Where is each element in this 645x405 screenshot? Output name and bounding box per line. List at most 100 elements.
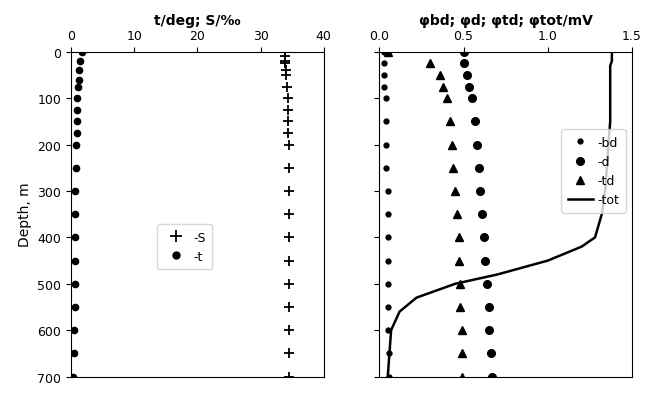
-S xyxy=(281,60,289,64)
-t xyxy=(72,143,80,148)
-t xyxy=(74,108,81,113)
-t xyxy=(72,189,79,194)
-td xyxy=(426,62,433,67)
Line: -d: -d xyxy=(460,49,496,380)
-td xyxy=(451,189,459,194)
-t xyxy=(73,119,81,124)
-td xyxy=(458,351,466,356)
-t xyxy=(70,328,78,333)
-d xyxy=(478,212,486,217)
-tot xyxy=(413,296,421,301)
-tot xyxy=(544,258,551,263)
-tot xyxy=(384,374,392,379)
-tot xyxy=(386,351,393,356)
-t xyxy=(71,281,79,286)
-t xyxy=(71,258,79,263)
-t xyxy=(73,131,81,136)
-tot xyxy=(606,96,614,101)
-bd xyxy=(384,258,392,263)
-td xyxy=(457,281,464,286)
-d xyxy=(485,305,493,310)
-d xyxy=(480,235,488,240)
-tot xyxy=(387,328,395,333)
-td xyxy=(457,305,464,310)
-t xyxy=(77,60,84,64)
Line: -t: -t xyxy=(70,49,85,380)
-bd xyxy=(384,235,392,240)
Legend: -bd, -d, -td, -tot: -bd, -d, -td, -tot xyxy=(562,130,626,213)
-t xyxy=(75,78,83,83)
-t xyxy=(70,351,78,356)
-td xyxy=(448,143,455,148)
-td xyxy=(446,119,454,124)
-S xyxy=(281,55,289,60)
-S xyxy=(284,108,292,113)
-td xyxy=(439,85,447,90)
-S xyxy=(283,85,291,90)
-tot xyxy=(606,119,614,124)
-S xyxy=(281,62,289,67)
Y-axis label: Depth, m: Depth, m xyxy=(17,182,32,247)
Line: -bd: -bd xyxy=(382,50,392,379)
-d xyxy=(477,189,484,194)
-t xyxy=(72,235,79,240)
-d xyxy=(468,96,476,101)
-d xyxy=(475,166,482,171)
-td xyxy=(453,212,461,217)
-t xyxy=(72,166,80,171)
-d xyxy=(488,374,496,379)
-S xyxy=(285,235,293,240)
-tot xyxy=(493,273,501,277)
-tot xyxy=(601,189,609,194)
-S xyxy=(284,143,292,148)
-S xyxy=(284,131,292,136)
-bd xyxy=(381,73,388,78)
-d xyxy=(460,50,468,55)
Legend: -S, -t: -S, -t xyxy=(157,225,212,269)
-bd xyxy=(382,166,390,171)
Line: -td: -td xyxy=(384,49,466,381)
-bd xyxy=(382,143,390,148)
-d xyxy=(487,351,495,356)
-S xyxy=(281,50,288,55)
X-axis label: φbd; φd; φtd; φtot/mV: φbd; φd; φtd; φtot/mV xyxy=(419,13,593,28)
-tot xyxy=(591,235,599,240)
-tot xyxy=(606,73,614,78)
-t xyxy=(72,212,79,217)
-bd xyxy=(386,374,393,379)
-td xyxy=(450,166,457,171)
-tot xyxy=(395,309,403,314)
-bd xyxy=(382,119,390,124)
-tot xyxy=(606,85,614,90)
-bd xyxy=(384,212,392,217)
-td xyxy=(384,50,392,55)
-tot xyxy=(578,245,586,249)
-t xyxy=(71,305,79,310)
-bd xyxy=(384,305,392,310)
-td xyxy=(436,73,444,78)
-S xyxy=(285,189,293,194)
-tot xyxy=(608,55,616,60)
-S xyxy=(284,119,292,124)
-bd xyxy=(382,96,390,101)
-d xyxy=(465,85,473,90)
-S xyxy=(285,305,293,310)
-td xyxy=(455,235,462,240)
X-axis label: t/deg; S/‰: t/deg; S/‰ xyxy=(154,13,241,28)
-S xyxy=(284,96,292,101)
-S xyxy=(282,69,290,74)
-S xyxy=(285,166,293,171)
-t xyxy=(70,374,77,379)
-tot xyxy=(603,166,611,171)
-S xyxy=(283,73,290,78)
-td xyxy=(458,328,466,333)
-d xyxy=(482,258,490,263)
-bd xyxy=(381,85,388,90)
-tot xyxy=(606,64,614,69)
-tot xyxy=(598,212,606,217)
-td xyxy=(458,374,466,379)
-td xyxy=(443,96,451,101)
-tot xyxy=(451,281,459,286)
Line: -tot: -tot xyxy=(388,53,612,377)
Line: -S: -S xyxy=(280,48,294,382)
